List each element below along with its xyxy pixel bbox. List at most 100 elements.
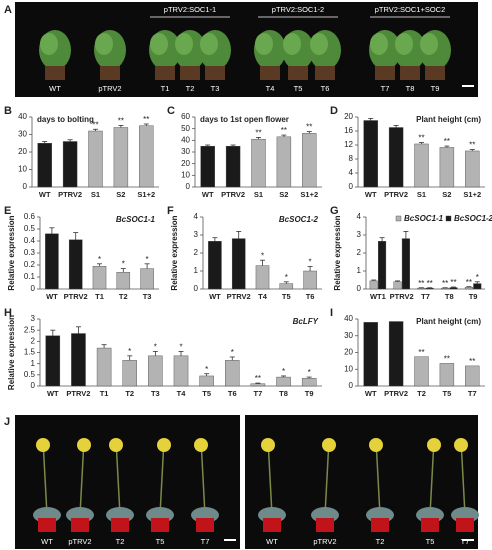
bar: [449, 287, 458, 290]
bar: [301, 377, 317, 387]
annotation: **: [469, 357, 475, 366]
annotation: *: [205, 365, 208, 374]
y-tick-label: 30: [18, 130, 27, 139]
y-tick-label: 30: [344, 331, 353, 340]
panel-label: C: [167, 105, 175, 117]
y-tick-label: 1: [194, 266, 199, 275]
bar: [113, 127, 129, 188]
annotation: **: [255, 374, 261, 383]
bar: [414, 356, 429, 387]
y-tick-label: 2.5: [24, 325, 36, 334]
x-tick-label: S1+2: [137, 190, 155, 199]
bar: [363, 120, 378, 188]
bar: [199, 375, 214, 387]
flowers: [109, 438, 123, 452]
pot: [45, 66, 65, 80]
legend-swatch: [395, 215, 402, 222]
x-tick-label: PTRV2: [221, 190, 245, 199]
stem: [115, 439, 121, 516]
chart-title: Plant height (cm): [416, 115, 481, 124]
bar: [465, 365, 480, 387]
bar: [473, 283, 482, 290]
y-tick-label: 10: [344, 364, 353, 373]
x-tick-label: T4: [258, 292, 268, 301]
plant-label: T2: [116, 537, 125, 546]
y-tick-label: 2: [194, 248, 199, 257]
plant-label: WT: [49, 84, 61, 93]
plant: [150, 33, 168, 55]
y-tick-label: 30: [181, 147, 190, 156]
plant: [310, 33, 328, 55]
group-label: pTRV2:SOC1+SOC2: [375, 5, 446, 14]
bar: [255, 265, 270, 290]
x-tick-label: WT1: [370, 292, 386, 301]
y-axis-label: Relative expression: [7, 215, 16, 290]
y-tick-label: 50: [181, 124, 190, 133]
bar: [276, 136, 292, 188]
plant: [255, 33, 273, 55]
bar: [441, 287, 450, 290]
y-tick-label: 1: [357, 266, 362, 275]
bar: [140, 268, 154, 290]
chart-title: days to 1st open flower: [200, 115, 289, 124]
y-tick-label: 8: [349, 154, 354, 163]
chart-title: Plant height (cm): [416, 317, 481, 326]
y-tick-label: 0.1: [24, 272, 36, 281]
bar: [231, 238, 246, 290]
plant-label: T7: [201, 537, 210, 546]
bar: [62, 141, 78, 188]
panel-label: G: [330, 205, 339, 217]
x-tick-label: S1+2: [463, 190, 481, 199]
y-tick-label: 0: [23, 182, 28, 191]
x-tick-label: WT: [39, 190, 51, 199]
bar: [363, 322, 378, 387]
bar: [439, 363, 455, 387]
bar: [200, 145, 215, 188]
bar: [68, 239, 83, 290]
annotation: **: [418, 348, 424, 357]
y-tick-label: 1: [31, 359, 36, 368]
y-tick-label: 16: [344, 126, 353, 135]
annotation: *: [282, 367, 285, 376]
plant-label: pTRV2: [98, 84, 121, 93]
y-tick-label: 1.5: [24, 348, 36, 357]
plant-label: T7: [461, 537, 470, 546]
chart-title: BcLFY: [293, 317, 319, 326]
plant-label: T4: [266, 84, 275, 93]
bar: [464, 287, 473, 290]
x-tick-label: WT: [47, 389, 59, 398]
x-tick-label: T4: [177, 389, 187, 398]
x-tick-label: T8: [445, 292, 454, 301]
pot: [425, 66, 445, 80]
y-tick-label: 60: [181, 112, 190, 121]
annotation: *: [231, 348, 234, 357]
annotation: *: [179, 342, 182, 351]
y-tick-label: 10: [18, 165, 27, 174]
stem: [460, 439, 466, 516]
plant-label: pTRV2: [68, 537, 91, 546]
bar: [302, 133, 317, 188]
annotation: **: [118, 117, 124, 126]
annotation: **: [306, 123, 312, 132]
bar: [251, 138, 266, 188]
annotation: *: [122, 260, 125, 269]
y-tick-label: 40: [181, 135, 190, 144]
pot: [151, 518, 169, 532]
annotation: **: [92, 120, 98, 129]
bar: [279, 283, 294, 290]
pot: [180, 66, 200, 80]
plant-label: WT: [41, 537, 53, 546]
annotation: **: [418, 279, 424, 288]
legend-swatch: [445, 215, 452, 222]
annotation: *: [154, 342, 157, 351]
plant-label: T5: [426, 537, 435, 546]
bar: [96, 347, 112, 387]
y-tick-label: 12: [344, 140, 353, 149]
plant: [95, 33, 113, 55]
panel-label: E: [4, 205, 11, 217]
pot: [315, 66, 335, 80]
plant: [40, 33, 58, 55]
x-tick-label: T6: [306, 292, 315, 301]
bar: [465, 150, 480, 188]
x-tick-label: S2: [442, 190, 451, 199]
